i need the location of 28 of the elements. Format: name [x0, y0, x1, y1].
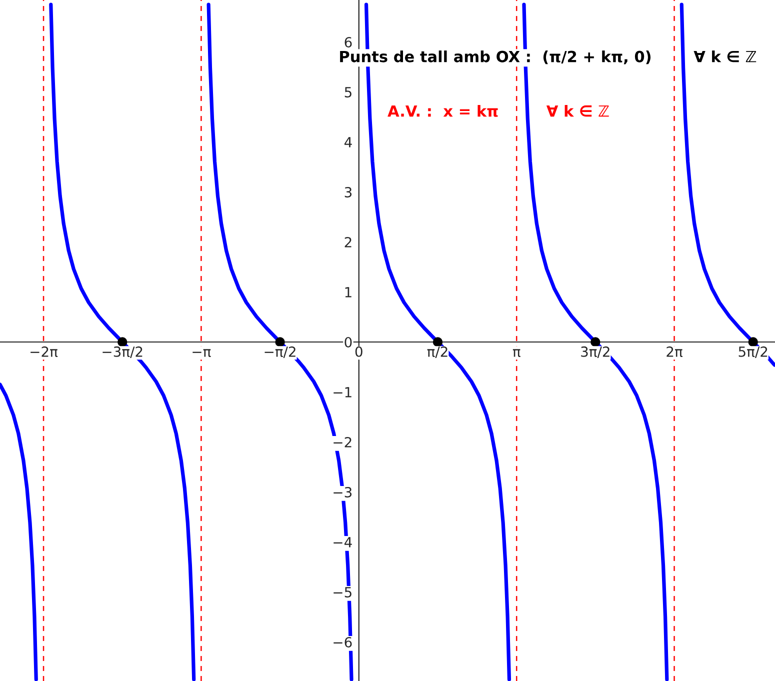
y-tick-label: 2: [344, 236, 352, 248]
y-tick-label: 6: [344, 36, 352, 48]
x-tick-label: −π/2: [264, 346, 296, 358]
x-tick-label: 3π/2: [581, 346, 610, 358]
x-tick-label: 5π/2: [738, 346, 768, 358]
y-tick-label: 0: [344, 336, 352, 348]
x-tick-label: 0: [355, 346, 362, 357]
y-tick-label: 3: [344, 186, 352, 198]
x-tick-label: 2π: [666, 346, 682, 357]
y-tick-label: −1: [334, 387, 352, 398]
y-tick-label: 5: [344, 87, 352, 98]
annotation: ∀ k ∈ ℤ: [694, 50, 756, 62]
x-tick-label: π: [512, 349, 520, 357]
y-tick-label: −5: [334, 587, 352, 598]
y-tick-label: −6: [334, 636, 352, 648]
x-tick-label: π/2: [427, 346, 448, 358]
y-tick-label: 4: [344, 137, 352, 148]
x-tick-label: −2π: [30, 346, 58, 357]
y-tick-label: −3: [334, 486, 352, 498]
annotation: A.V. : x = kπ: [388, 104, 498, 117]
y-tick-label: −2: [334, 436, 352, 448]
x-tick-label: −3π/2: [102, 346, 142, 358]
annotation: Punts de tall amb OX : (π/2 + kπ, 0): [340, 50, 651, 64]
y-tick-label: 1: [345, 287, 352, 298]
x-tick-label: −π: [192, 349, 211, 357]
line-series: [0, 382, 38, 681]
annotation: ∀ k ∈ ℤ: [546, 104, 609, 117]
y-tick-label: −4: [334, 537, 352, 548]
